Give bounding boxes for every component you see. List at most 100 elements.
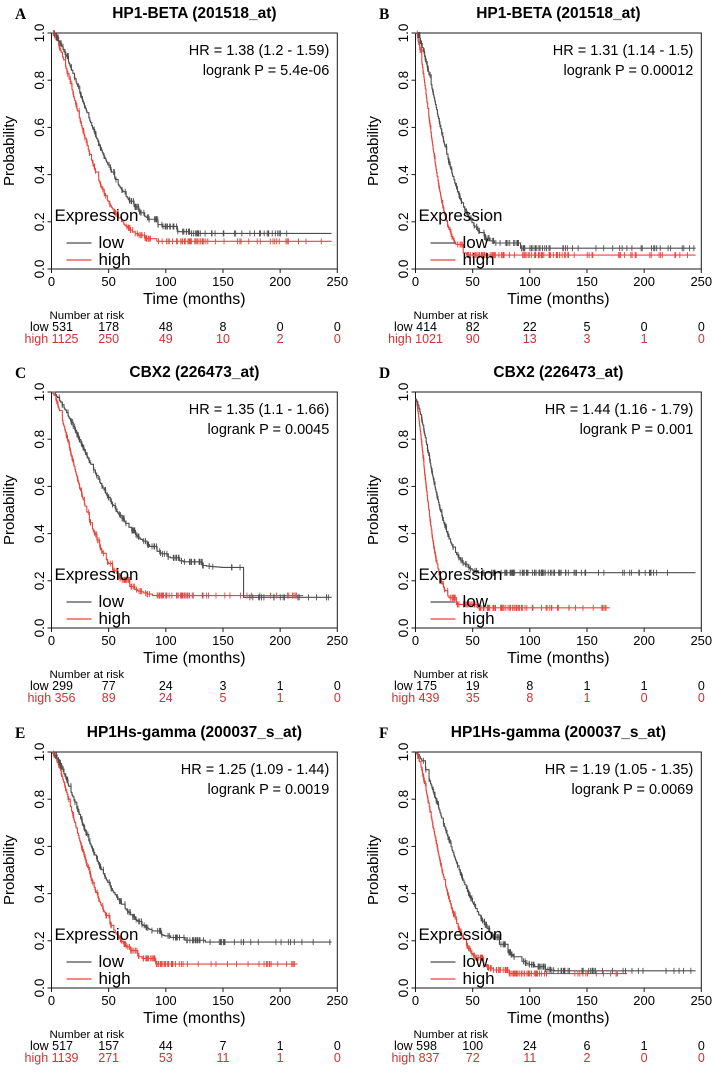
svg-text:high: high [462, 250, 494, 269]
svg-text:0.0: 0.0 [32, 260, 47, 279]
svg-text:HR = 1.19 (1.05 - 1.35): HR = 1.19 (1.05 - 1.35) [544, 762, 693, 778]
svg-text:200: 200 [269, 274, 291, 289]
svg-text:Expression: Expression [418, 565, 502, 584]
svg-text:Time (months): Time (months) [143, 650, 245, 667]
svg-text:logrank P = 0.0069: logrank P = 0.0069 [571, 782, 693, 798]
svg-text:0.0: 0.0 [396, 619, 411, 638]
svg-text:HR = 1.35 (1.1 - 1.66): HR = 1.35 (1.1 - 1.66) [189, 402, 329, 418]
svg-text:Probability: Probability [1, 475, 18, 545]
svg-text:Probability: Probability [365, 475, 382, 545]
svg-text:200: 200 [633, 993, 655, 1008]
svg-text:200: 200 [633, 633, 655, 648]
svg-text:100: 100 [155, 633, 177, 648]
svg-text:high: high [462, 609, 494, 628]
svg-text:HP1-BETA (201518_at): HP1-BETA (201518_at) [476, 5, 640, 22]
svg-text:0.4: 0.4 [396, 524, 411, 543]
svg-text:0.4: 0.4 [32, 883, 47, 902]
svg-text:HR = 1.44 (1.16 - 1.79): HR = 1.44 (1.16 - 1.79) [544, 402, 693, 418]
svg-text:Expression: Expression [418, 925, 502, 944]
svg-text:0: 0 [48, 633, 55, 648]
svg-text:0.6: 0.6 [396, 477, 411, 496]
svg-text:0.0: 0.0 [396, 260, 411, 279]
svg-text:0: 0 [411, 993, 418, 1008]
svg-text:150: 150 [576, 274, 598, 289]
svg-text:0.6: 0.6 [32, 837, 47, 856]
svg-text:0.8: 0.8 [32, 789, 47, 808]
svg-text:1.0: 1.0 [396, 742, 411, 761]
svg-text:Expression: Expression [55, 206, 139, 225]
svg-text:0.0: 0.0 [32, 978, 47, 997]
svg-text:0.6: 0.6 [396, 837, 411, 856]
svg-text:0: 0 [411, 274, 418, 289]
svg-text:1.0: 1.0 [32, 24, 47, 43]
svg-text:50: 50 [101, 993, 115, 1008]
svg-text:Probability: Probability [365, 116, 382, 186]
svg-text:100: 100 [155, 274, 177, 289]
svg-text:150: 150 [212, 993, 234, 1008]
svg-text:high: high [99, 250, 131, 269]
svg-text:100: 100 [518, 993, 540, 1008]
svg-text:logrank P = 0.0045: logrank P = 0.0045 [208, 422, 330, 438]
svg-text:HR = 1.38 (1.2 - 1.59): HR = 1.38 (1.2 - 1.59) [189, 43, 329, 59]
svg-text:logrank P = 0.001: logrank P = 0.001 [579, 422, 693, 438]
svg-text:50: 50 [465, 274, 479, 289]
svg-text:100: 100 [518, 274, 540, 289]
svg-text:Expression: Expression [55, 925, 139, 944]
svg-text:HP1-BETA (201518_at): HP1-BETA (201518_at) [112, 5, 276, 22]
svg-text:0.6: 0.6 [32, 477, 47, 496]
svg-text:0: 0 [48, 993, 55, 1008]
svg-text:0.8: 0.8 [396, 71, 411, 90]
svg-text:250: 250 [690, 993, 712, 1008]
svg-text:1.0: 1.0 [32, 383, 47, 402]
svg-text:200: 200 [633, 274, 655, 289]
svg-text:1.0: 1.0 [32, 742, 47, 761]
svg-text:CBX2 (226473_at): CBX2 (226473_at) [493, 364, 623, 381]
svg-text:Probability: Probability [1, 834, 18, 904]
svg-text:100: 100 [155, 993, 177, 1008]
svg-text:Probability: Probability [365, 834, 382, 904]
svg-text:D: D [379, 365, 390, 382]
svg-text:150: 150 [576, 993, 598, 1008]
svg-text:0.2: 0.2 [396, 931, 411, 950]
svg-text:HP1Hs-gamma (200037_s_at): HP1Hs-gamma (200037_s_at) [450, 724, 665, 741]
svg-text:150: 150 [212, 274, 234, 289]
svg-text:0.0: 0.0 [396, 978, 411, 997]
svg-text:100: 100 [518, 633, 540, 648]
svg-text:0.4: 0.4 [32, 165, 47, 184]
svg-text:1.0: 1.0 [396, 383, 411, 402]
svg-text:Probability: Probability [1, 116, 18, 186]
svg-text:Expression: Expression [418, 206, 502, 225]
svg-text:HP1Hs-gamma (200037_s_at): HP1Hs-gamma (200037_s_at) [87, 724, 302, 741]
svg-text:0.8: 0.8 [32, 430, 47, 449]
svg-text:0.2: 0.2 [396, 572, 411, 591]
svg-text:Time (months): Time (months) [143, 1010, 245, 1027]
svg-text:50: 50 [465, 633, 479, 648]
svg-text:0.8: 0.8 [32, 71, 47, 90]
svg-text:50: 50 [101, 274, 115, 289]
svg-text:Time (months): Time (months) [143, 291, 245, 308]
svg-text:0.6: 0.6 [32, 118, 47, 137]
svg-text:50: 50 [465, 993, 479, 1008]
svg-text:250: 250 [326, 993, 348, 1008]
svg-text:250: 250 [326, 274, 348, 289]
svg-text:E: E [15, 725, 25, 742]
svg-text:A: A [15, 6, 27, 23]
svg-text:high: high [99, 609, 131, 628]
svg-text:0: 0 [48, 274, 55, 289]
svg-text:Time (months): Time (months) [507, 1010, 609, 1027]
svg-text:Time (months): Time (months) [507, 650, 609, 667]
svg-text:0.2: 0.2 [32, 212, 47, 231]
svg-text:200: 200 [269, 993, 291, 1008]
svg-text:high: high [99, 969, 131, 988]
svg-text:0.2: 0.2 [32, 931, 47, 950]
svg-text:CBX2 (226473_at): CBX2 (226473_at) [129, 364, 259, 381]
svg-text:Expression: Expression [55, 565, 139, 584]
svg-text:0.2: 0.2 [396, 212, 411, 231]
svg-text:50: 50 [101, 633, 115, 648]
svg-text:F: F [379, 725, 388, 742]
svg-text:C: C [15, 365, 26, 382]
svg-text:150: 150 [576, 633, 598, 648]
svg-text:250: 250 [690, 633, 712, 648]
svg-text:0.4: 0.4 [396, 165, 411, 184]
svg-text:250: 250 [690, 274, 712, 289]
